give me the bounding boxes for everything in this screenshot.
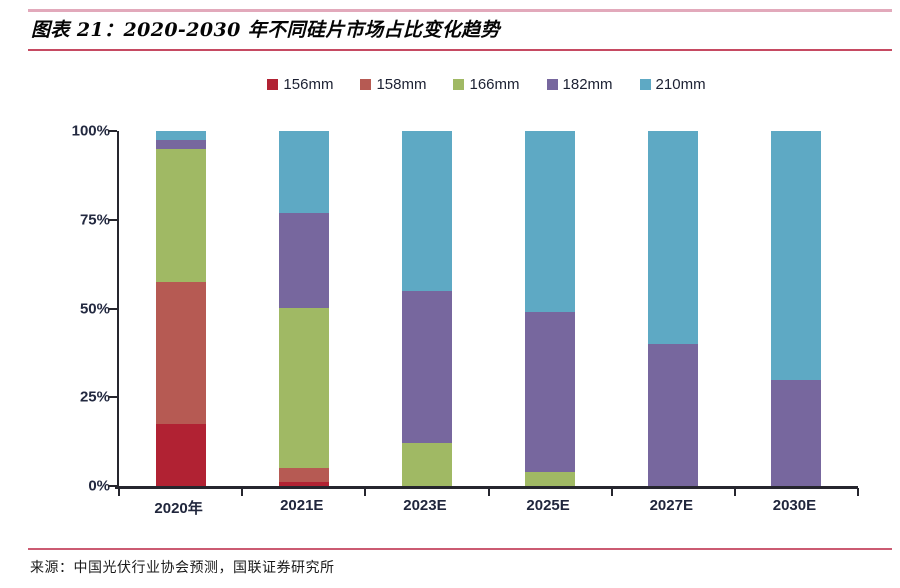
title-underline [28,49,892,51]
bar-segment-166mm [401,443,452,486]
plot-area [108,130,859,496]
x-axis-label: 2027E [649,497,693,514]
legend-swatch-166mm [453,79,465,90]
y-axis-tick [108,307,117,310]
legend: 156mm 158mm 166mm 182mm 210mm [117,76,856,93]
legend-label: 166mm [469,76,520,93]
bar-2020年 [155,131,206,486]
y-axis-labels: 100% 75% 50% 25% 0% [40,123,110,495]
bar-slot [365,131,488,486]
bar-segment-210mm [278,131,329,213]
bar-2025E [525,131,576,486]
legend-swatch-156mm [267,79,279,90]
y-axis-tick [108,396,117,399]
legend-item-210mm: 210mm [639,76,706,93]
bar-segment-166mm [525,471,576,486]
bar-segment-182mm [155,139,206,149]
bar-segment-156mm [155,423,206,486]
bar-slot [119,131,242,486]
bar-slot [735,131,858,486]
bar-2027E [648,131,699,486]
y-axis-label: 25% [79,388,110,406]
bar-2023E [401,131,452,486]
x-axis-label: 2025E [526,497,570,514]
bar-segment-182mm [278,212,329,309]
x-axis-line [115,486,858,489]
bar-segment-210mm [401,131,452,291]
bar-segment-166mm [155,148,206,282]
legend-swatch-182mm [546,79,558,90]
x-axis-tick [118,488,120,496]
x-axis-tick [364,488,367,496]
x-axis-label: 2030E [772,497,817,514]
x-axis-label: 2020年 [154,500,203,517]
y-axis-label: 0% [88,477,110,495]
bar-segment-210mm [771,131,822,380]
legend-label: 210mm [655,76,706,93]
bar-segment-182mm [525,312,576,472]
legend-swatch-210mm [639,79,651,90]
bar-segment-158mm [278,468,329,483]
bar-segment-210mm [648,131,699,344]
legend-item-158mm: 158mm [360,76,426,93]
bars-container [119,131,858,486]
x-axis-tick [487,488,490,496]
top-border-line [28,9,892,12]
bar-segment-156mm [278,482,329,486]
bar-segment-158mm [155,281,206,424]
bar-segment-210mm [525,131,576,313]
bar-2021E [278,131,329,486]
chart-title: 图表 21：2020-2030 年不同硅片市场占比变化趋势 [31,19,500,41]
bar-segment-182mm [648,344,699,486]
y-axis-label: 50% [79,300,110,317]
bar-2030E [771,131,822,486]
legend-label: 182mm [562,76,613,93]
bar-segment-182mm [401,290,452,444]
bar-segment-166mm [278,308,329,469]
legend-label: 158mm [376,76,427,93]
x-axis-label: 2021E [280,497,324,514]
y-axis-tick [108,485,117,487]
legend-swatch-158mm [360,79,372,90]
bar-segment-182mm [771,379,822,486]
bottom-border-line [28,548,892,550]
legend-item-166mm: 166mm [453,76,520,93]
y-axis-label: 100% [71,122,110,140]
source-text: 来源：中国光伏行业协会预测，国联证券研究所 [30,560,335,576]
x-axis-tick [610,488,613,496]
bar-slot [242,131,365,486]
x-axis-tick [241,488,244,496]
bar-segment-210mm [155,131,206,140]
x-axis-tick [733,488,736,496]
legend-item-156mm: 156mm [267,76,333,93]
legend-item-182mm: 182mm [546,76,613,93]
x-axis-tick [857,488,859,496]
legend-label: 156mm [283,76,334,93]
y-axis-tick [108,130,117,132]
y-axis-tick [108,218,117,221]
bar-slot [489,131,612,486]
x-axis-label: 2023E [403,497,447,514]
x-axis-labels: 2020年 2021E 2023E 2025E 2027E 2030E [117,497,856,518]
y-axis-label: 75% [79,211,110,229]
bar-slot [612,131,735,486]
